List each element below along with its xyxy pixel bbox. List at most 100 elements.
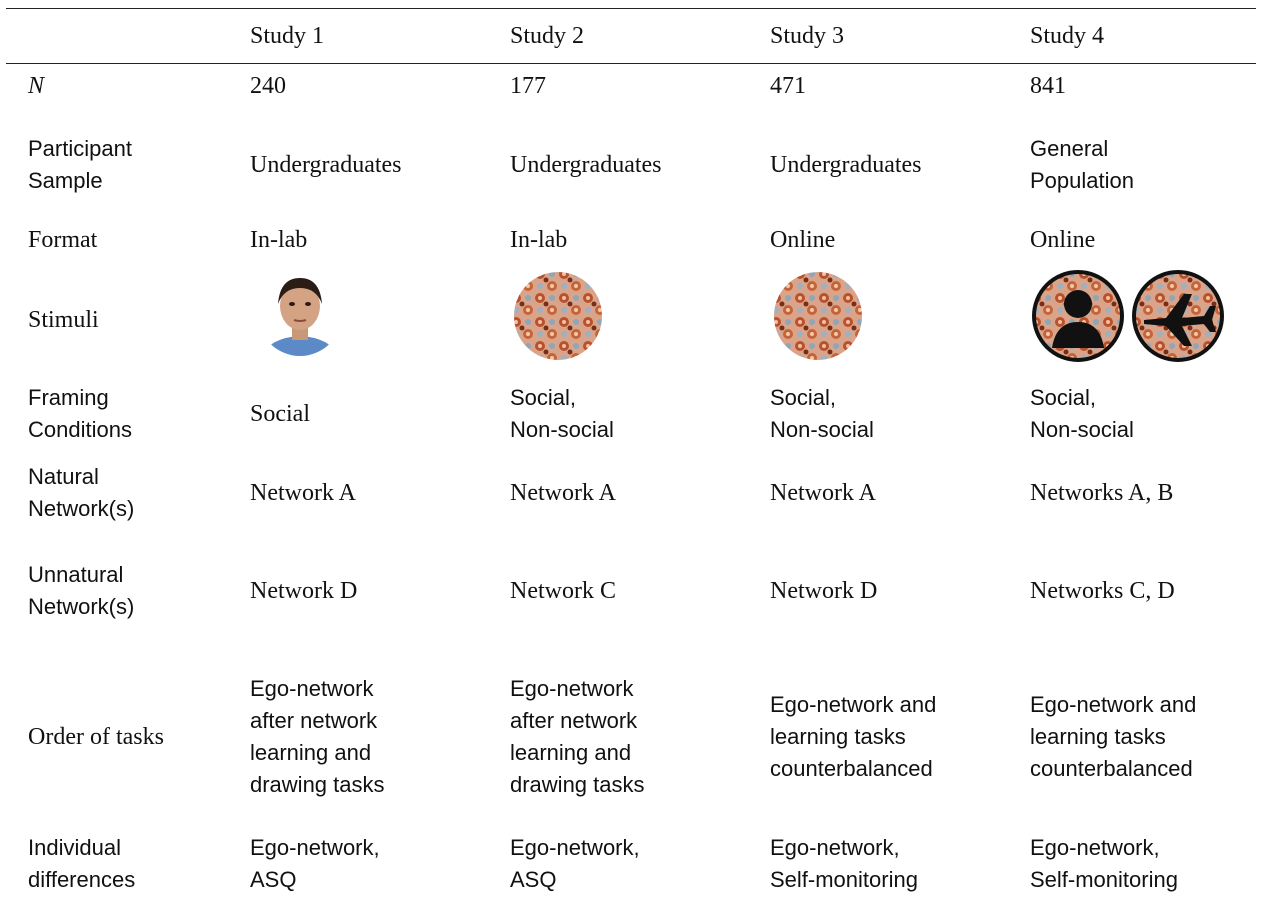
cell-line: Natural [28, 461, 250, 493]
cell: Network D [770, 540, 1030, 642]
row-label: N [6, 64, 250, 108]
stimulus-cell [250, 258, 510, 382]
cell-line: Ego-network and [1030, 689, 1256, 721]
cell-line: counterbalanced [1030, 753, 1256, 785]
cell-line: Network A [510, 478, 770, 508]
cell: Social [250, 382, 510, 446]
cell: Network A [250, 446, 510, 540]
cell: 177 [510, 64, 770, 108]
cell: Network A [770, 446, 1030, 540]
cell-line: counterbalanced [770, 753, 1030, 785]
cell-line: Networks C, D [1030, 576, 1256, 606]
cell-line: Participant [28, 133, 250, 165]
cell-line: In-lab [250, 225, 510, 255]
cell-line: Framing [28, 382, 250, 414]
cell-line: Social [250, 399, 510, 429]
cell-line: Social, [510, 382, 770, 414]
cell-line: Ego-network [250, 673, 510, 705]
cell-line: Ego-network, [510, 832, 770, 864]
cell: 240 [250, 64, 510, 108]
cell: Ego-network,ASQ [250, 832, 510, 896]
cell-line: drawing tasks [250, 769, 510, 801]
cell-line: differences [28, 864, 250, 896]
row-label: Stimuli [6, 258, 250, 382]
stimulus-image [250, 268, 350, 364]
cell-line: Format [28, 225, 250, 255]
cell-line: learning and [250, 737, 510, 769]
cell-line: 471 [770, 71, 1030, 101]
stimulus-image [510, 268, 610, 364]
cell: Undergraduates [250, 108, 510, 222]
cell-line: Non-social [1030, 414, 1256, 446]
cell-line: Social, [1030, 382, 1256, 414]
header-cell: Study 1 [250, 9, 510, 64]
cell-line: after network [250, 705, 510, 737]
cell: Ego-network,ASQ [510, 832, 770, 896]
cell-line: Ego-network and [770, 689, 1030, 721]
row-label: Format [6, 222, 250, 258]
cell-line: Population [1030, 165, 1256, 197]
cell-line: Network C [510, 576, 770, 606]
cell: Networks A, B [1030, 446, 1256, 540]
cell: Undergraduates [510, 108, 770, 222]
cell: Online [1030, 222, 1256, 258]
cell: In-lab [510, 222, 770, 258]
cell-line: Social, [770, 382, 1030, 414]
stimulus-image [1030, 268, 1130, 364]
cell-line: N [28, 71, 250, 101]
cell-line: Network A [250, 478, 510, 508]
cell: Network C [510, 540, 770, 642]
cell: Undergraduates [770, 108, 1030, 222]
cell: Networks C, D [1030, 540, 1256, 642]
cell-line: Network D [770, 576, 1030, 606]
cell-line: Network(s) [28, 591, 250, 623]
cell-line: Self-monitoring [1030, 864, 1256, 896]
cell-line: ASQ [250, 864, 510, 896]
cell-line: Network(s) [28, 493, 250, 525]
header-cell: Study 2 [510, 9, 770, 64]
cell-line: Online [1030, 225, 1256, 255]
cell-line: learning tasks [1030, 721, 1256, 753]
cell-line: Individual [28, 832, 250, 864]
table-row: Stimuli [6, 258, 1256, 382]
cell: 471 [770, 64, 1030, 108]
cell: Social,Non-social [1030, 382, 1256, 446]
cell-line: Undergraduates [250, 150, 510, 180]
cell-line: Sample [28, 165, 250, 197]
cell: Network D [250, 540, 510, 642]
cell-line: Self-monitoring [770, 864, 1030, 896]
cell-line: 841 [1030, 71, 1256, 101]
cell-line: Undergraduates [510, 150, 770, 180]
cell-line: In-lab [510, 225, 770, 255]
cell: Ego-network,Self-monitoring [770, 832, 1030, 896]
stimulus-cell [770, 258, 1030, 382]
cell-line: Ego-network, [250, 832, 510, 864]
cell-line: Order of tasks [28, 722, 250, 752]
cell-line: after network [510, 705, 770, 737]
cell-line: Ego-network [510, 673, 770, 705]
cell-line: 240 [250, 71, 510, 101]
cell-line: Ego-network, [770, 832, 1030, 864]
stimulus-cell [510, 258, 770, 382]
cell: 841 [1030, 64, 1256, 108]
header-cell: Study 4 [1030, 9, 1256, 64]
header-cell: Study 3 [770, 9, 1030, 64]
cell-line: Networks A, B [1030, 478, 1256, 508]
